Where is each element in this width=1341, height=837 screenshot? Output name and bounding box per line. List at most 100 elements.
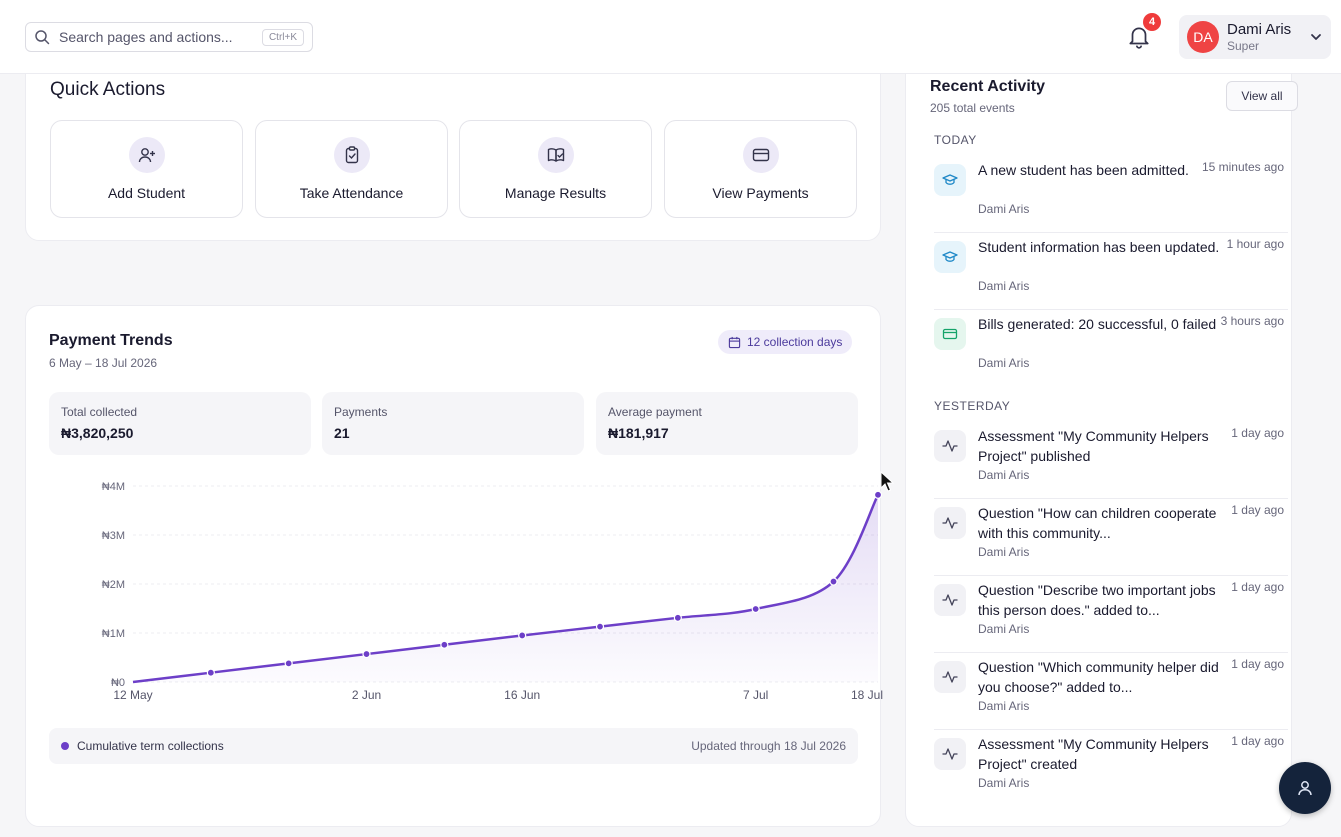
credit-card-icon bbox=[752, 148, 769, 162]
y-tick-label: ₦2M bbox=[102, 579, 125, 591]
quick-actions-card: Quick Actions Add Student Take Attendanc… bbox=[25, 50, 881, 241]
activity-text: Bills generated: 20 successful, 0 failed bbox=[978, 316, 1217, 332]
x-tick-label: 7 Jul bbox=[743, 688, 768, 702]
activity-item[interactable]: Student information has been updated. Da… bbox=[934, 233, 1288, 310]
graduation-cap-icon bbox=[942, 251, 958, 262]
activity-icon bbox=[942, 748, 958, 760]
activity-icon bbox=[942, 671, 958, 683]
activity-user: Dami Aris bbox=[978, 699, 1030, 713]
activity-time: 1 hour ago bbox=[1226, 237, 1284, 251]
activity-user: Dami Aris bbox=[978, 202, 1030, 216]
stat-label: Payments bbox=[334, 405, 388, 419]
view-payments-label: View Payments bbox=[712, 185, 809, 201]
bell-icon bbox=[1129, 27, 1149, 49]
activity-item[interactable]: A new student has been admitted. Dami Ar… bbox=[934, 156, 1288, 233]
add-student-label: Add Student bbox=[107, 185, 186, 201]
data-point[interactable] bbox=[284, 659, 293, 668]
chart-legend: Cumulative term collections Updated thro… bbox=[49, 728, 858, 764]
notifications-button[interactable] bbox=[1124, 22, 1154, 52]
stat-label: Total collected bbox=[61, 405, 138, 419]
take-attendance-button[interactable]: Take Attendance bbox=[255, 120, 448, 218]
activity-user: Dami Aris bbox=[978, 545, 1030, 559]
data-point[interactable] bbox=[751, 604, 760, 614]
activity-user: Dami Aris bbox=[978, 356, 1030, 370]
recent-activity-card: Recent Activity 205 total events View al… bbox=[905, 50, 1298, 827]
x-tick-label: 12 May bbox=[113, 688, 152, 702]
legend-label: Cumulative term collections bbox=[77, 739, 224, 753]
view-payments-button[interactable]: View Payments bbox=[664, 120, 857, 218]
data-point[interactable] bbox=[873, 490, 883, 499]
add-student-button[interactable]: Add Student bbox=[50, 120, 243, 218]
data-point[interactable] bbox=[595, 622, 605, 631]
data-point[interactable] bbox=[362, 649, 371, 659]
credit-card-icon bbox=[942, 328, 958, 340]
calendar-icon bbox=[728, 336, 741, 348]
user-menu[interactable]: DA Dami Aris Super bbox=[1179, 15, 1331, 59]
x-tick-label: 16 Jun bbox=[504, 688, 540, 702]
data-point[interactable] bbox=[206, 668, 215, 677]
activity-icon bbox=[942, 440, 958, 452]
group-label-today: TODAY bbox=[934, 133, 977, 147]
activity-time: 1 day ago bbox=[1231, 657, 1284, 671]
activity-item[interactable]: Bills generated: 20 successful, 0 failed… bbox=[934, 310, 1288, 387]
clipboard-check-icon bbox=[345, 146, 358, 164]
stat-total-collected: Total collected ₦3,820,250 bbox=[49, 392, 311, 455]
stat-payments: Payments 21 bbox=[322, 392, 584, 455]
activity-item[interactable]: Question "How can children cooperate wit… bbox=[934, 499, 1288, 576]
payment-trends-card: Payment Trends 6 May – 18 Jul 2026 12 co… bbox=[25, 305, 883, 827]
collection-days-label: 12 collection days bbox=[747, 335, 843, 349]
activity-item[interactable]: Question "Describe two important jobs th… bbox=[934, 576, 1288, 653]
activity-user: Dami Aris bbox=[978, 468, 1030, 482]
stat-average-payment: Average payment ₦181,917 bbox=[596, 392, 858, 455]
activity-item[interactable]: Assessment "My Community Helpers Project… bbox=[934, 422, 1288, 499]
top-bar: Search pages and actions... Ctrl+K 4 DA … bbox=[0, 0, 1341, 74]
activity-time: 1 day ago bbox=[1231, 426, 1284, 440]
stat-value: ₦3,820,250 bbox=[61, 425, 134, 441]
legend-swatch bbox=[61, 742, 69, 750]
activity-item[interactable]: Question "Which community helper did you… bbox=[934, 653, 1288, 730]
manage-results-button[interactable]: Manage Results bbox=[459, 120, 652, 218]
activity-time: 3 hours ago bbox=[1220, 314, 1284, 328]
activity-time: 15 minutes ago bbox=[1201, 160, 1284, 174]
group-label-yesterday: YESTERDAY bbox=[934, 399, 1011, 413]
series-area bbox=[133, 494, 878, 682]
user-icon bbox=[1298, 781, 1312, 796]
activity-item[interactable]: Assessment "My Community Helpers Project… bbox=[934, 730, 1288, 807]
manage-results-label: Manage Results bbox=[504, 185, 607, 201]
y-tick-label: ₦1M bbox=[102, 628, 125, 640]
mouse-cursor-icon bbox=[880, 471, 894, 492]
activity-text: Question "Which community helper did you… bbox=[978, 659, 1219, 695]
view-all-button[interactable]: View all bbox=[1226, 81, 1298, 111]
quick-actions-title: Quick Actions bbox=[50, 79, 166, 100]
recent-activity-title: Recent Activity bbox=[930, 78, 1045, 95]
support-chat-button[interactable] bbox=[1279, 762, 1331, 814]
legend-updated: Updated through 18 Jul 2026 bbox=[691, 739, 846, 753]
book-check-icon bbox=[547, 148, 564, 162]
avatar: DA bbox=[1187, 21, 1219, 53]
y-tick-label: ₦3M bbox=[102, 530, 125, 542]
data-point[interactable] bbox=[673, 613, 682, 622]
user-name: Dami Aris bbox=[1227, 20, 1292, 38]
payment-trends-date-range: 6 May – 18 Jul 2026 bbox=[49, 356, 158, 370]
x-tick-label: 18 Jul bbox=[851, 688, 883, 702]
notifications-badge: 4 bbox=[1143, 13, 1161, 31]
activity-user: Dami Aris bbox=[978, 279, 1030, 293]
stat-label: Average payment bbox=[608, 405, 702, 419]
activity-time: 1 day ago bbox=[1231, 734, 1284, 748]
data-point[interactable] bbox=[518, 631, 527, 640]
payment-trends-title: Payment Trends bbox=[49, 332, 173, 349]
data-point[interactable] bbox=[829, 577, 838, 586]
activity-text: A new student has been admitted. bbox=[978, 162, 1189, 178]
data-point[interactable] bbox=[440, 640, 449, 649]
activity-icon bbox=[942, 517, 958, 529]
search-icon bbox=[35, 30, 50, 45]
collection-days-badge: 12 collection days bbox=[718, 330, 853, 354]
search-input[interactable]: Search pages and actions... Ctrl+K bbox=[25, 22, 313, 52]
activity-time: 1 day ago bbox=[1231, 580, 1284, 594]
take-attendance-label: Take Attendance bbox=[299, 185, 404, 201]
activity-text: Question "How can children cooperate wit… bbox=[978, 505, 1217, 541]
x-tick-label: 2 Jun bbox=[352, 688, 381, 702]
stat-value: 21 bbox=[334, 425, 350, 441]
user-role: Super bbox=[1227, 38, 1260, 53]
chevron-down-icon bbox=[1311, 34, 1321, 40]
